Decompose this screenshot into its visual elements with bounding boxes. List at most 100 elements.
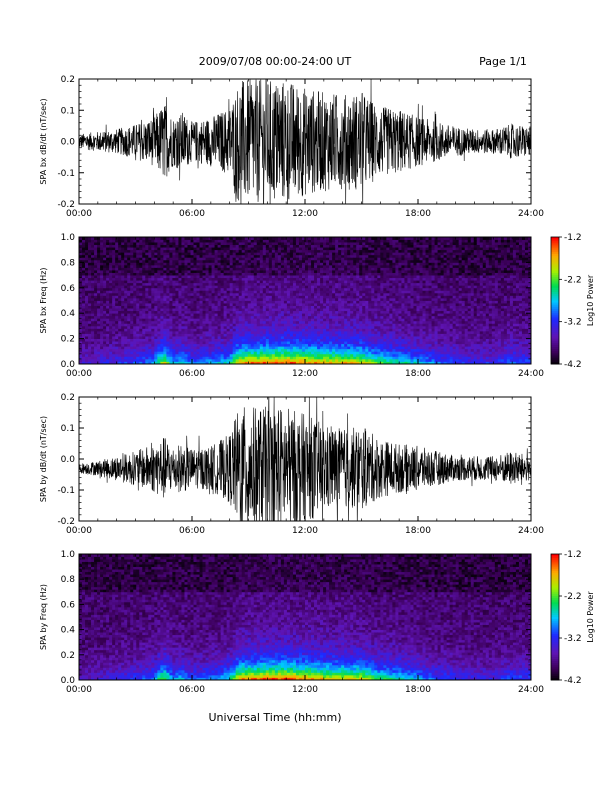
heatmap-cell [187,325,191,329]
heatmap-cell [262,348,267,352]
heatmap-cell [145,343,149,347]
heatmap-cell [314,270,318,273]
heatmap-cell [223,353,228,357]
heatmap-cell [169,300,173,304]
heatmap-cell [350,328,354,332]
heatmap-cell [121,353,125,357]
heatmap-cell [88,237,92,240]
heatmap-cell [332,338,336,342]
heatmap-cell [359,249,363,253]
heatmap-cell [166,287,170,291]
heatmap-cell [298,295,303,299]
heatmap-cell [154,320,158,324]
heatmap-cell [356,254,360,258]
heatmap-cell [97,275,101,279]
heatmap-cell [338,247,342,251]
heatmap-cell [106,264,110,268]
heatmap-cell [283,343,288,347]
heatmap-cell [178,323,182,327]
heatmap-cell [365,257,369,261]
heatmap-cell [280,341,285,345]
heatmap-cell [262,257,267,261]
heatmap-cell [85,290,89,294]
heatmap-cell [353,244,357,248]
heatmap-cell [88,270,92,273]
heatmap-cell [100,267,104,271]
heatmap-cell [359,262,363,266]
heatmap-cell [139,320,143,324]
heatmap-cell [157,254,161,258]
heatmap-cell [127,252,131,256]
heatmap-cell [250,295,255,299]
heatmap-cell [308,318,312,322]
heatmap-cell [329,287,333,291]
heatmap-cell [208,320,212,324]
heatmap-cell [283,270,288,273]
heatmap-cell [256,242,261,246]
heatmap-cell [166,315,170,319]
heatmap-cell [247,356,252,360]
heatmap-cell [211,264,215,268]
heatmap-cell [208,328,212,332]
heatmap-cell [148,313,152,317]
heatmap-cell [223,348,228,352]
heatmap-cell [106,242,110,246]
heatmap-cell [199,249,203,253]
heatmap-cell [341,242,345,246]
heatmap-cell [130,264,134,268]
heatmap-cell [365,318,369,322]
heatmap-cell [103,297,107,301]
heatmap-cell [205,239,209,243]
heatmap-cell [305,308,309,312]
heatmap-cell [359,325,363,329]
heatmap-cell [362,300,366,304]
heatmap-cell [332,351,336,355]
heatmap-cell [365,280,369,284]
heatmap-cell [190,290,194,294]
heatmap-cell [280,297,285,301]
heatmap-cell [250,333,255,337]
heatmap-cell [289,330,294,334]
heatmap-cell [208,343,212,347]
heatmap-cell [136,341,140,345]
heatmap-cell [268,323,273,327]
heatmap-cell [341,259,345,263]
heatmap-cell [118,282,122,286]
heatmap-cell [238,318,243,322]
heatmap-cell [320,287,324,291]
heatmap-cell [335,346,339,350]
heatmap-cell [121,333,125,337]
heatmap-cell [365,262,369,266]
heatmap-cell [314,272,318,276]
heatmap-cell [175,313,179,317]
heatmap-cell [341,336,345,339]
heatmap-cell [106,254,110,258]
heatmap-cell [268,270,273,273]
heatmap-cell [350,295,354,299]
heatmap-cell [193,297,197,301]
heatmap-cell [229,336,234,339]
heatmap-cell [154,358,158,362]
heatmap-cell [280,239,285,243]
heatmap-cell [286,272,291,276]
heatmap-cell [250,308,255,312]
heatmap-cell [298,305,303,309]
heatmap-cell [359,270,363,273]
heatmap-cell [79,348,83,352]
heatmap-cell [109,341,113,345]
heatmap-cell [166,295,170,299]
heatmap-cell [353,351,357,355]
heatmap-cell [118,328,122,332]
heatmap-cell [271,275,276,279]
heatmap-cell [241,303,246,306]
heatmap-cell [205,300,209,304]
heatmap-cell [356,290,360,294]
heatmap-cell [283,358,288,362]
heatmap-cell [350,303,354,306]
heatmap-cell [85,254,89,258]
heatmap-cell [241,272,246,276]
heatmap-cell [85,264,89,268]
heatmap-cell [326,361,330,364]
heatmap-cell [289,290,294,294]
